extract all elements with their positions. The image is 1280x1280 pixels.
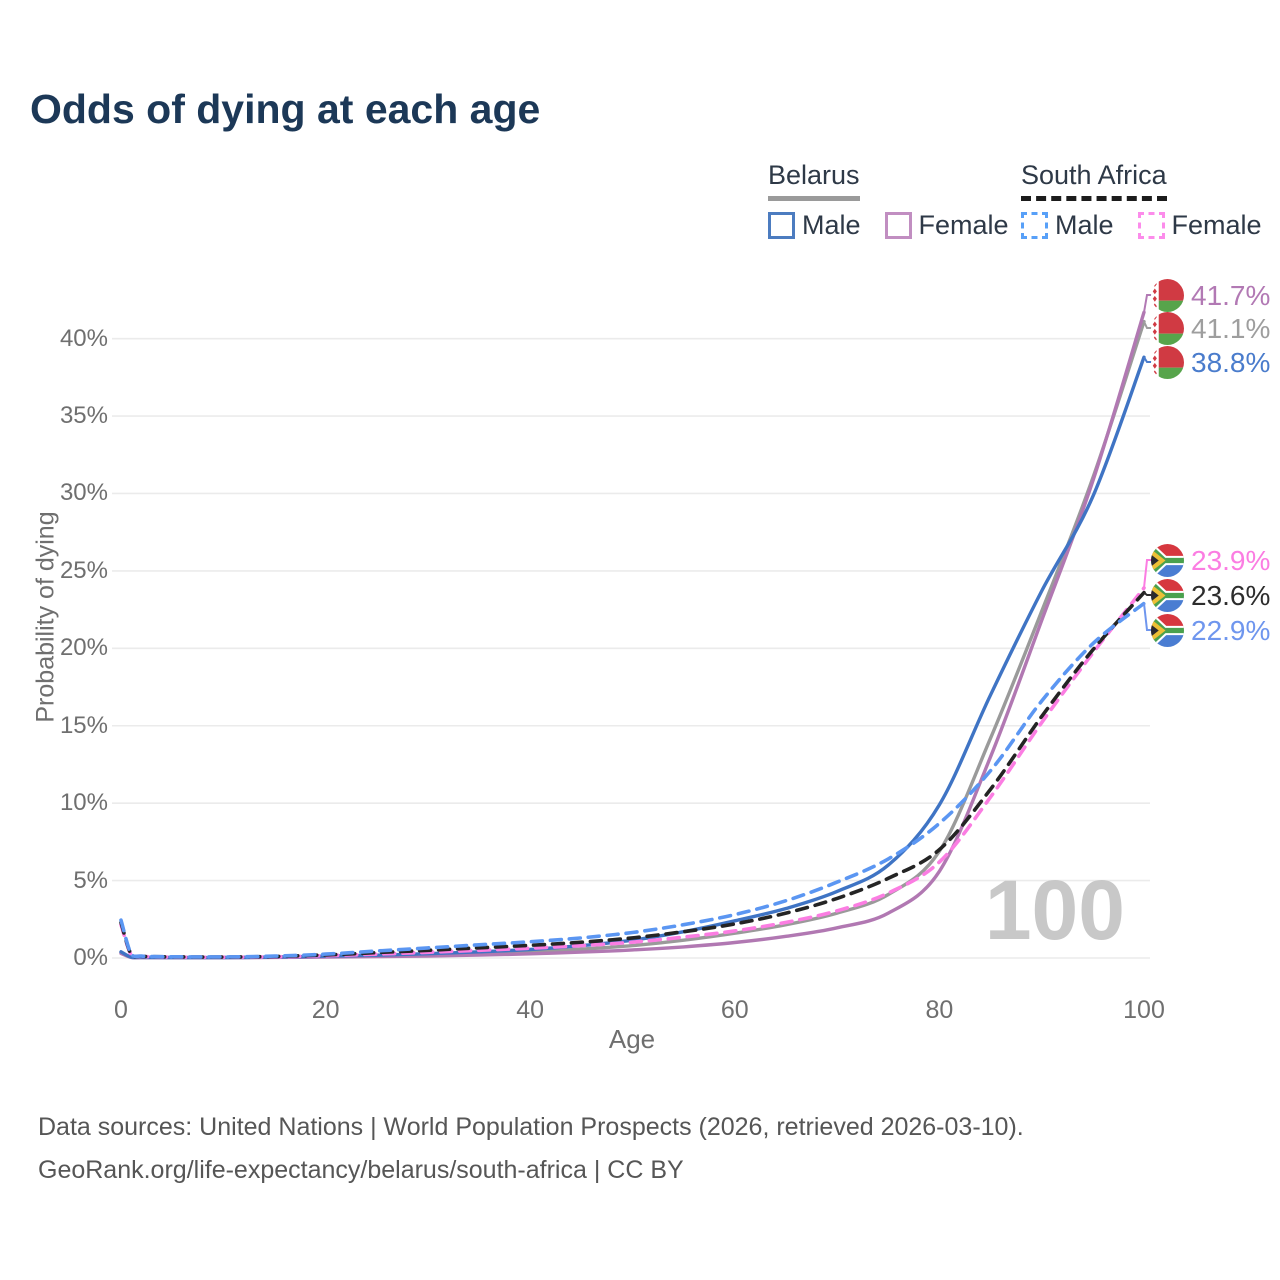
y-tick-label: 40% <box>59 324 108 352</box>
south-africa-flag-icon <box>1151 544 1184 577</box>
y-tick-label: 20% <box>59 634 108 662</box>
legend-item-belarus-female[interactable]: Female <box>884 210 1009 241</box>
end-label-value: 38.8% <box>1191 346 1271 378</box>
watermark-age: 100 <box>984 863 1125 957</box>
y-tick-label: 25% <box>59 556 108 584</box>
south-africa-flag-icon <box>1151 614 1184 647</box>
legend-item-label: Male <box>802 210 861 240</box>
legend-group-belarus: Belarus Male Female <box>768 160 1009 241</box>
y-tick-label: 15% <box>59 711 108 739</box>
belarus-flag-icon <box>1151 346 1184 379</box>
series-line-belarus-female <box>119 310 1146 960</box>
legend-item-south-africa-female[interactable]: Female <box>1137 210 1262 241</box>
end-label-south-africa-male: 22.9% <box>1151 614 1270 647</box>
legend-item-belarus-male[interactable]: Male <box>768 210 861 241</box>
end-label-south-africa-female: 23.9% <box>1151 544 1270 577</box>
y-axis-title: Probability of dying <box>31 511 60 723</box>
legend-item-label: Female <box>918 210 1009 240</box>
x-tick-label: 0 <box>114 996 128 1024</box>
footer-attribution: GeoRank.org/life-expectancy/belarus/sout… <box>38 1156 684 1184</box>
legend-item-label: Female <box>1171 210 1262 240</box>
footer: Data sources: United Nations | World Pop… <box>38 1106 1024 1192</box>
south-africa-male-swatch-icon <box>1021 212 1048 239</box>
end-label-value: 23.9% <box>1191 544 1271 576</box>
legend-item-label: Male <box>1055 210 1114 240</box>
x-tick-label: 60 <box>720 996 749 1024</box>
end-label-belarus-male: 38.8% <box>1151 346 1270 379</box>
belarus-male-swatch-icon <box>768 212 795 239</box>
y-tick-label: 0% <box>73 944 108 971</box>
legend-item-south-africa-male[interactable]: Male <box>1021 210 1114 241</box>
belarus-flag-icon <box>1151 279 1184 312</box>
x-axis-title: Age <box>608 1024 656 1054</box>
x-tick-label: 20 <box>311 996 340 1024</box>
south-africa-female-swatch-icon <box>1137 212 1165 239</box>
belarus-female-swatch-icon <box>884 212 912 239</box>
end-label-value: 41.7% <box>1191 279 1271 311</box>
y-tick-label: 5% <box>73 866 108 894</box>
end-label-value: 23.6% <box>1191 579 1271 611</box>
y-tick-label: 30% <box>59 479 108 507</box>
legend-country-south-africa: South Africa <box>1021 160 1167 201</box>
y-tick-label: 35% <box>59 402 108 430</box>
x-tick-label: 80 <box>925 996 954 1024</box>
footer-data-sources: Data sources: United Nations | World Pop… <box>38 1113 1024 1141</box>
south-africa-flag-icon <box>1151 579 1184 612</box>
page-title: Odds of dying at each age <box>30 86 541 132</box>
end-label-belarus-female: 41.7% <box>1151 279 1270 312</box>
x-tick-label: 100 <box>1123 996 1165 1024</box>
legend-group-south-africa: South Africa Male Female <box>1021 160 1262 241</box>
series-line-south-africa-male <box>119 601 1146 959</box>
end-label-value: 22.9% <box>1191 614 1271 646</box>
legend-country-belarus: Belarus <box>768 160 860 201</box>
belarus-flag-icon <box>1151 312 1184 345</box>
x-tick-label: 40 <box>516 996 545 1024</box>
y-tick-label: 10% <box>59 789 108 817</box>
end-label-south-africa-both-sexes-: 23.6% <box>1151 579 1270 612</box>
end-label-value: 41.1% <box>1191 312 1271 344</box>
end-label-belarus-both-sexes-: 41.1% <box>1151 312 1270 345</box>
